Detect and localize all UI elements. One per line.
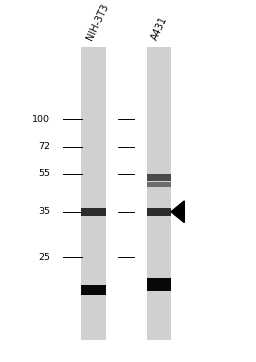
Bar — [146, 278, 171, 290]
Text: 25: 25 — [38, 253, 50, 261]
Text: 72: 72 — [38, 142, 50, 151]
Text: A431: A431 — [150, 15, 169, 42]
Bar — [146, 174, 171, 181]
Bar — [81, 285, 105, 295]
Bar — [81, 208, 105, 216]
Text: 100: 100 — [32, 115, 50, 124]
Text: 35: 35 — [38, 207, 50, 216]
Bar — [146, 182, 171, 188]
Bar — [81, 47, 105, 340]
Bar — [146, 208, 171, 216]
Bar — [146, 47, 171, 340]
Polygon shape — [171, 201, 184, 223]
Text: NIH-3T3: NIH-3T3 — [84, 2, 110, 42]
Text: 55: 55 — [38, 169, 50, 178]
